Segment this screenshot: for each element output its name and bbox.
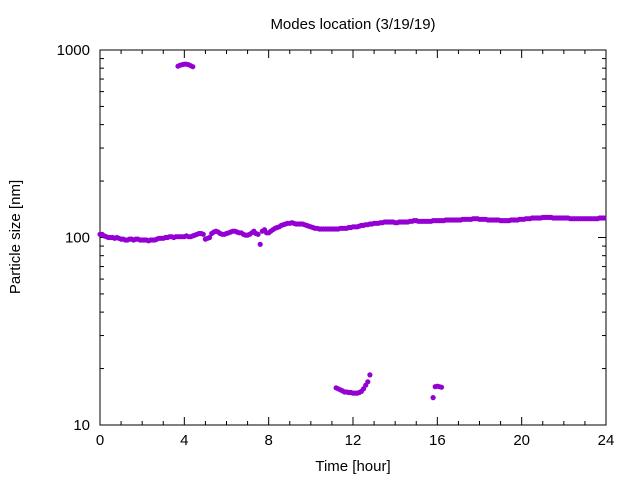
- y-tick-label: 10: [73, 417, 90, 434]
- y-tick-label: 100: [65, 230, 90, 247]
- plot-area: [97, 49, 607, 426]
- data-points: [97, 61, 607, 401]
- y-tick-label: 1000: [57, 42, 90, 59]
- data-point: [190, 64, 196, 70]
- x-tick-label: 20: [513, 432, 530, 449]
- data-point: [430, 395, 436, 401]
- series-large: [175, 61, 196, 70]
- ticks: [99, 49, 607, 426]
- x-tick-label: 24: [598, 432, 615, 449]
- y-axis-label: Particle size [nm]: [7, 180, 24, 294]
- series-main: [97, 214, 607, 247]
- data-point: [365, 379, 371, 385]
- x-tick-label: 12: [345, 432, 362, 449]
- data-point: [200, 231, 206, 237]
- x-tick-labels: 0 4 8 12 16 20 24: [96, 432, 615, 449]
- x-tick-label: 8: [264, 432, 272, 449]
- x-axis-label: Time [hour]: [315, 458, 390, 475]
- data-point: [601, 215, 607, 221]
- data-point: [257, 241, 263, 247]
- x-tick-label: 16: [429, 432, 446, 449]
- series-small: [333, 372, 445, 401]
- data-point: [367, 372, 373, 378]
- chart-title: Modes location (3/19/19): [270, 16, 435, 33]
- data-point: [255, 231, 261, 237]
- y-tick-labels: 10 100 1000: [57, 42, 90, 434]
- data-point: [207, 234, 213, 241]
- data-point: [438, 384, 445, 390]
- x-tick-label: 4: [180, 432, 188, 449]
- x-tick-label: 0: [96, 432, 104, 449]
